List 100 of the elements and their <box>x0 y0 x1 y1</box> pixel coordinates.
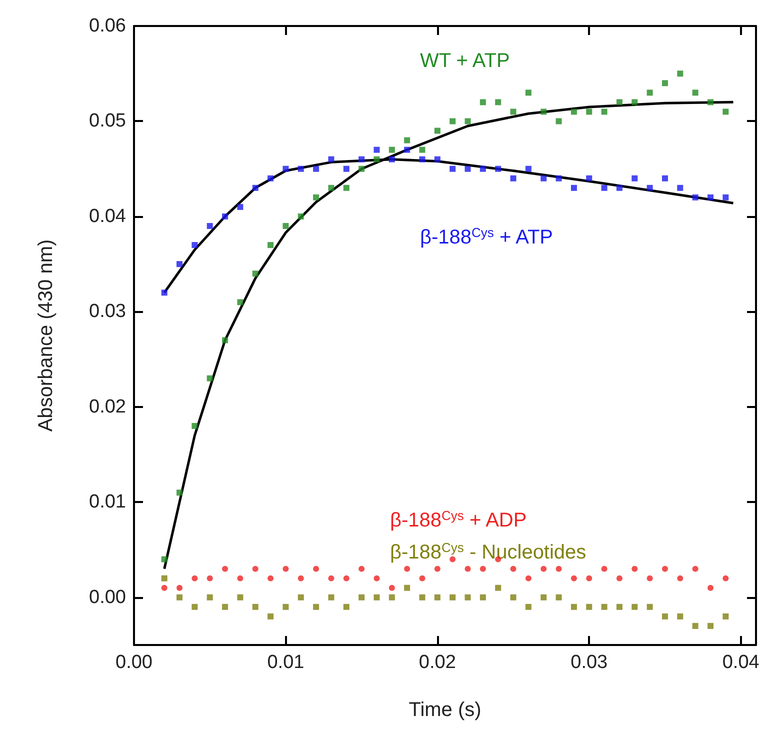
point <box>388 146 395 153</box>
point <box>404 566 410 572</box>
y-tick-label: 0.04 <box>89 206 126 227</box>
point <box>525 575 532 582</box>
point <box>510 108 516 115</box>
point <box>222 566 228 572</box>
x-tick-label: 0.01 <box>267 652 304 673</box>
point <box>450 166 456 172</box>
point <box>388 594 395 600</box>
point <box>313 604 320 610</box>
point <box>464 166 471 172</box>
point <box>374 156 380 162</box>
point <box>601 108 608 115</box>
point <box>570 184 577 191</box>
point <box>510 175 516 182</box>
point <box>282 166 289 172</box>
point <box>616 575 622 582</box>
point <box>374 594 380 600</box>
point <box>570 108 577 115</box>
point <box>313 166 320 172</box>
point <box>176 490 183 496</box>
point <box>632 175 638 182</box>
point <box>632 99 638 106</box>
point <box>646 575 653 582</box>
point <box>450 594 456 600</box>
y-tick-label: 0.00 <box>89 586 126 608</box>
point <box>525 90 532 96</box>
point <box>480 99 486 106</box>
point <box>556 175 562 182</box>
point <box>632 566 638 572</box>
point <box>206 375 213 382</box>
point <box>434 128 440 134</box>
point <box>722 575 729 582</box>
point <box>692 622 698 629</box>
point <box>540 594 547 600</box>
point <box>268 613 274 620</box>
point <box>601 566 608 572</box>
x-tick-label: 0.02 <box>418 652 456 673</box>
point <box>556 594 562 600</box>
point <box>525 604 532 610</box>
series-label: WT + ATP <box>420 50 510 72</box>
point <box>692 566 698 572</box>
point <box>161 290 168 296</box>
point <box>237 594 244 600</box>
point <box>480 566 486 572</box>
point <box>662 175 668 182</box>
point <box>282 604 289 610</box>
point <box>570 575 577 582</box>
point <box>434 594 440 600</box>
point <box>616 99 622 106</box>
point <box>298 166 304 172</box>
point <box>707 584 714 591</box>
point <box>388 584 395 591</box>
point <box>161 556 168 562</box>
point <box>510 594 516 600</box>
point <box>252 566 258 572</box>
point <box>707 194 714 200</box>
point <box>313 566 320 572</box>
point <box>434 566 440 572</box>
point <box>677 184 684 191</box>
point <box>707 622 714 629</box>
point <box>328 184 334 191</box>
point <box>662 80 668 86</box>
point <box>252 604 258 610</box>
point <box>464 566 471 572</box>
point <box>525 166 532 172</box>
point <box>677 613 684 620</box>
point <box>222 604 228 610</box>
x-tick-label: 0.03 <box>570 652 608 673</box>
point <box>343 184 350 191</box>
point <box>434 156 440 162</box>
point <box>464 594 471 600</box>
point <box>358 166 365 172</box>
point <box>586 575 592 582</box>
point <box>374 146 380 153</box>
point <box>480 166 486 172</box>
point <box>722 613 729 620</box>
point <box>176 584 183 591</box>
point <box>328 156 334 162</box>
point <box>268 175 274 182</box>
point <box>282 566 289 572</box>
point <box>343 575 350 582</box>
point <box>358 594 365 600</box>
point <box>343 166 350 172</box>
point <box>540 108 547 115</box>
point <box>358 156 365 162</box>
point <box>662 566 668 572</box>
y-tick-label: 0.05 <box>89 110 126 132</box>
point <box>206 222 213 229</box>
point <box>556 118 562 124</box>
point <box>450 118 456 124</box>
y-tick-label: 0.03 <box>89 301 126 322</box>
point <box>464 118 471 124</box>
point <box>161 584 168 591</box>
point <box>677 575 684 582</box>
point <box>707 99 714 106</box>
point <box>192 604 198 610</box>
y-tick-label: 0.02 <box>89 396 126 418</box>
point <box>495 99 502 106</box>
point <box>404 146 410 153</box>
